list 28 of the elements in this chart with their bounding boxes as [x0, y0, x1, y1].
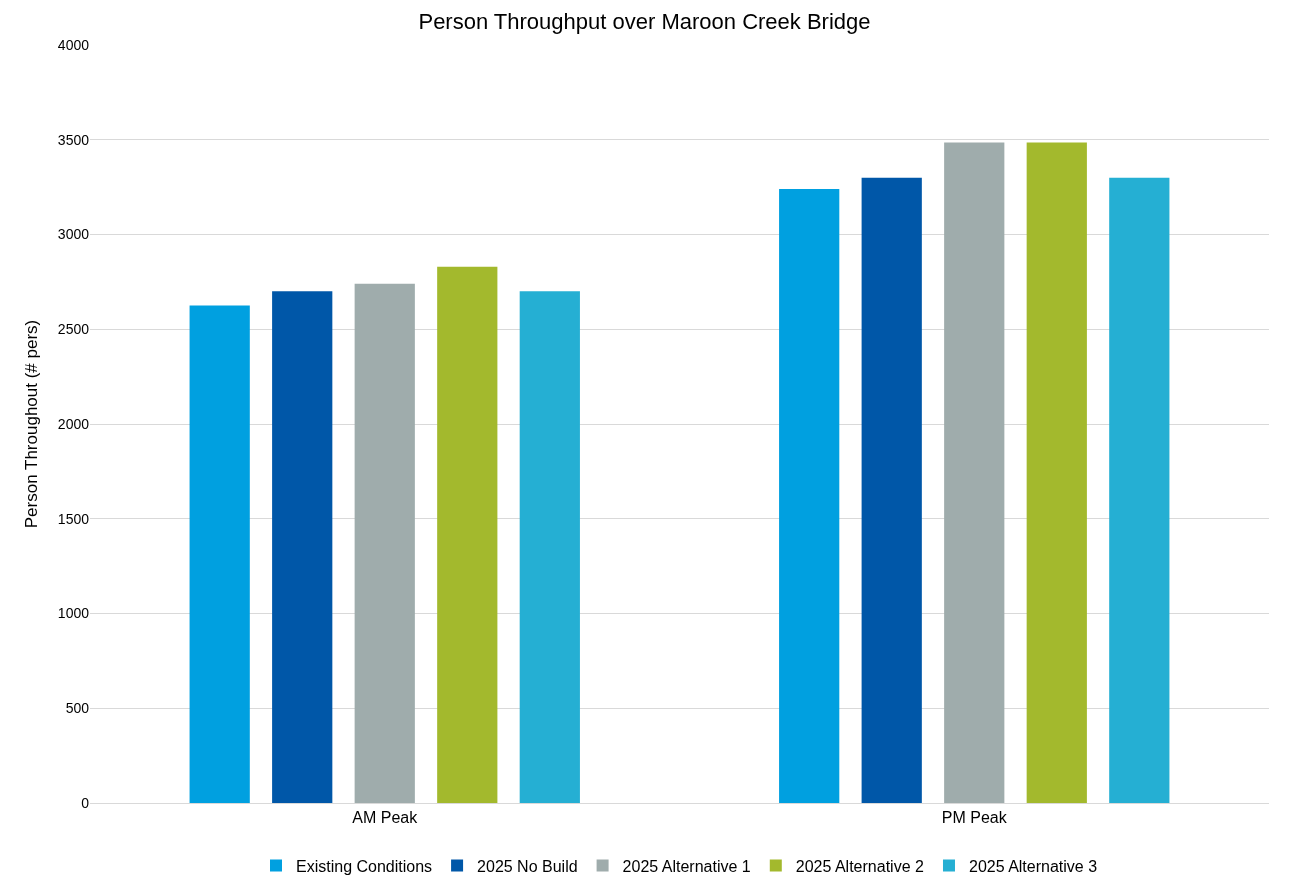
bar — [272, 291, 333, 803]
x-tick-label: PM Peak — [941, 809, 1008, 827]
y-tick-label: 1000 — [57, 605, 90, 622]
y-tick-label: 2000 — [57, 415, 90, 432]
legend-label: 2025 Alternative 1 — [622, 857, 751, 875]
x-tick-label: AM Peak — [352, 809, 419, 827]
bar — [519, 291, 580, 803]
y-tick-label: 0 — [81, 794, 90, 811]
legend-label: Existing Conditions — [296, 857, 433, 875]
legend-label: 2025 Alternative 2 — [795, 857, 924, 875]
y-tick-label: 3000 — [57, 226, 90, 243]
chart-title: Person Throughput over Maroon Creek Bridge — [418, 8, 871, 34]
bar — [1109, 177, 1170, 803]
bar — [354, 283, 415, 803]
bar — [1026, 142, 1087, 803]
y-tick-label: 500 — [65, 700, 90, 717]
bar — [779, 189, 840, 803]
legend-label: 2025 Alternative 3 — [968, 857, 1098, 875]
y-tick-label: 4000 — [57, 36, 90, 53]
y-tick-label: 3500 — [57, 131, 90, 148]
y-axis-title: Person Throughout (# pers) — [22, 319, 42, 529]
y-tick-label: 2500 — [57, 321, 90, 338]
bar — [189, 305, 250, 803]
bar — [861, 177, 922, 803]
y-tick-label: 1500 — [57, 510, 90, 527]
legend-label: 2025 No Build — [477, 857, 578, 875]
bar — [944, 142, 1005, 803]
bar — [437, 266, 498, 803]
